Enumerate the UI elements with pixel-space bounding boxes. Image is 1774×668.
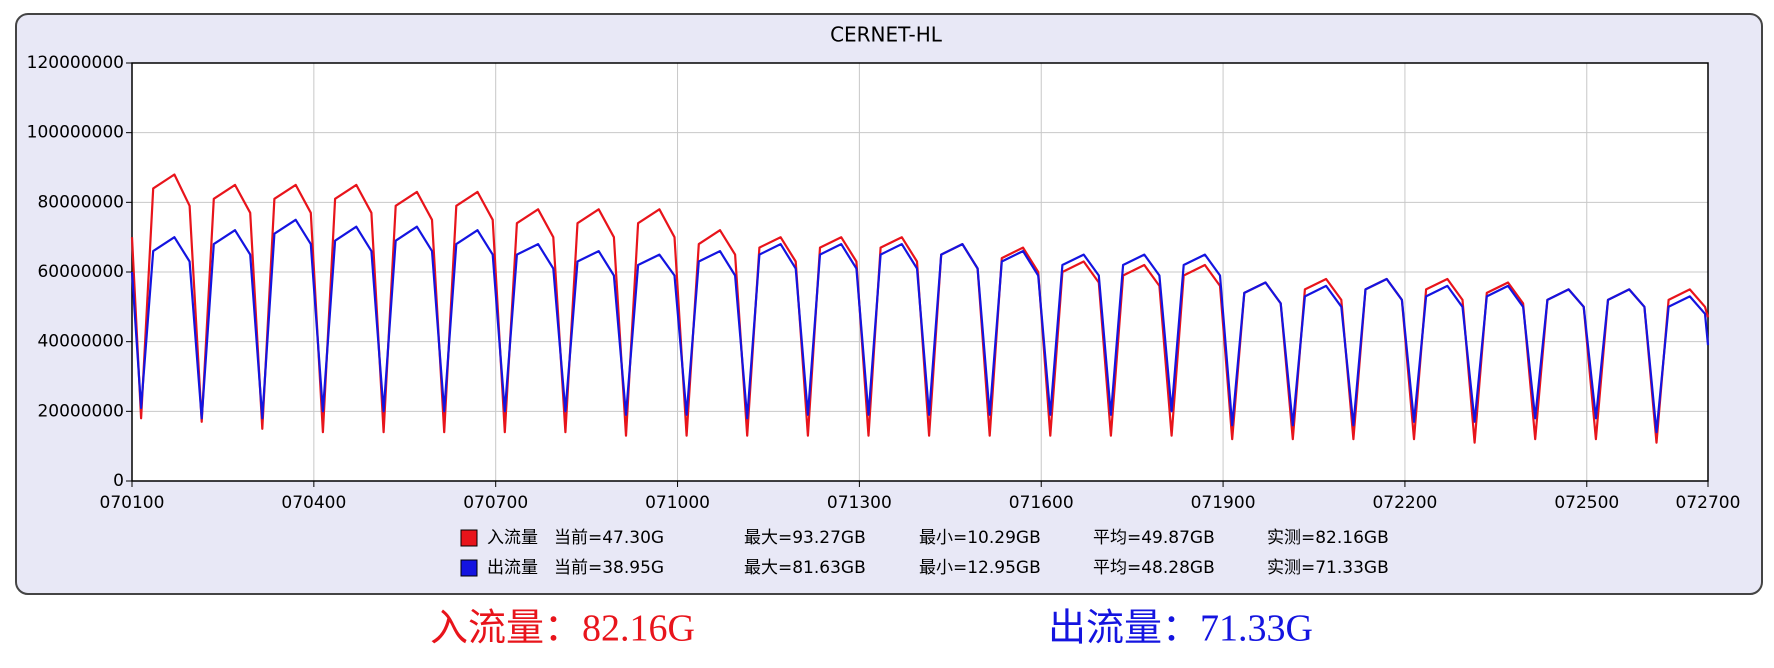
summary-text: 出流量：71.33G xyxy=(1048,608,1313,650)
y-tick-label: 20000000 xyxy=(37,401,124,421)
legend-stat: 平均=48.28GB xyxy=(1093,558,1215,578)
legend-stat: 平均=49.87GB xyxy=(1093,528,1215,548)
legend-label: 出流量 xyxy=(487,558,538,578)
y-tick-label: 0 xyxy=(113,471,124,491)
x-tick-label: 072200 xyxy=(1372,493,1437,513)
y-tick-label: 100000000 xyxy=(27,123,124,143)
legend-stat: 最小=12.95GB xyxy=(919,558,1041,578)
legend-stat: 实测=71.33GB xyxy=(1267,558,1389,578)
legend-swatch xyxy=(460,529,478,547)
x-tick-label: 072500 xyxy=(1554,493,1619,513)
series-line xyxy=(130,218,1710,434)
y-tick-label: 60000000 xyxy=(37,262,124,282)
x-tick-label: 071000 xyxy=(645,493,710,513)
x-tick-label: 071300 xyxy=(827,493,892,513)
legend-stat: 当前=47.30G xyxy=(554,528,664,548)
summary-text: 入流量：82.16G xyxy=(430,608,695,650)
y-tick-label: 80000000 xyxy=(37,192,124,212)
x-tick-label: 070100 xyxy=(100,493,165,513)
legend-swatch xyxy=(460,559,478,577)
x-tick-label: 071900 xyxy=(1191,493,1256,513)
y-tick-label: 40000000 xyxy=(37,332,124,352)
legend-stat: 当前=38.95G xyxy=(554,558,664,578)
legend-stat: 最大=93.27GB xyxy=(744,528,866,548)
x-tick-label: 072700 xyxy=(1676,493,1741,513)
legend-label: 入流量 xyxy=(487,528,538,548)
legend-stat: 最大=81.63GB xyxy=(744,558,866,578)
x-tick-label: 071600 xyxy=(1009,493,1074,513)
x-tick-label: 070400 xyxy=(281,493,346,513)
legend-stat: 实测=82.16GB xyxy=(1267,528,1389,548)
x-tick-label: 070700 xyxy=(463,493,528,513)
legend-stat: 最小=10.29GB xyxy=(919,528,1041,548)
y-tick-label: 120000000 xyxy=(27,53,124,73)
chart-title: CERNET-HL xyxy=(830,23,943,47)
